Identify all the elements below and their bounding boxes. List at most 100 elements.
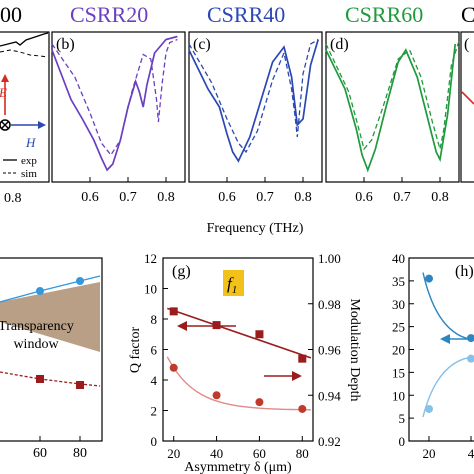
panel-h-yticklabel: 10 [392,388,405,403]
panel-g-xticklabel: 20 [167,446,180,461]
title-partial-left: 00 [0,2,22,27]
panel-h-yticklabel: 15 [392,365,405,380]
panel-e-label: ( [464,36,469,53]
panel-e-partial: ( [460,31,474,183]
panel-g-y2ticklabel: 0.92 [318,434,341,449]
title-partial-right: C [461,2,474,27]
panel-a-frame [0,31,50,183]
panel-h-xticklabel: 4 [468,446,474,461]
panel-g-xticklabel: 80 [296,446,309,461]
modulation-depth-point [169,363,178,372]
panel-d-label: (d) [330,36,349,53]
panel-h-series-upper-point [467,334,474,343]
q-factor-fit-line [167,307,312,359]
q-factor-point [169,307,178,316]
window-text-1: Transparency [0,319,74,334]
panel-f-xticklabel-80: 80 [73,446,87,461]
panel-e-curve [461,91,474,105]
panel-f-xticklabel-60: 60 [33,446,47,461]
panel-h-series-upper-line [422,272,474,341]
panel-d-xticklabel: 0.7 [393,190,411,205]
panel-a-sim-curve [0,49,49,58]
panel-h-series-lower-line [422,356,474,418]
panel-b-label: (b) [56,36,75,53]
arrow-to-md-axis-head [292,371,302,381]
window-text-2: window [13,337,59,352]
panel-a-xtick: 0.8 [4,191,22,206]
panel-f-upper-point-60 [36,287,44,295]
arrow-to-q-axis-head [177,321,187,331]
panel-g-y2label: Modulation Depth [347,298,362,401]
panel-c-label: (c) [193,36,211,53]
panel-g-y2ticklabel: 1.00 [318,251,341,266]
panel-e-frame [460,31,474,183]
frequency-xlabel: Frequency (THz) [207,221,304,236]
panel-g-xlabel: Asymmetry δ (μm) [184,460,292,474]
e-field-arrowhead [1,74,9,82]
panel-g-label: (g) [172,263,191,280]
panel-f: Transparency window 60 80 [0,257,103,461]
modulation-depth-point [298,404,307,413]
panel-d-exp-curve [325,43,457,173]
panel-g-xticklabel: 40 [210,446,223,461]
panel-d-sim-curve [325,40,460,151]
transparency-band [0,282,100,352]
q-factor-point [212,321,221,330]
spectra-panels: (b) 0.6 0.7 0.8 (c) 0.6 0.7 0.8 (d) 0.6 0.7 0.8 [51,31,460,205]
panel-h-series-upper-point [425,274,433,283]
panel-h: (h) 0 5 10 15 20 25 30 35 40 20 4 [392,251,474,461]
panel-d-xticklabel: 0.8 [431,190,449,205]
panel-b-frame [51,31,186,183]
title-csrr40: CSRR40 [207,2,285,27]
panel-g-yticklabel: 12 [144,251,157,266]
panel-c-xticklabel: 0.8 [294,190,312,205]
panel-h-yticklabel: 0 [399,434,406,449]
panel-f-frame [0,257,103,442]
panel-c-xticklabel: 0.7 [256,190,274,205]
panel-b-xticklabel: 0.8 [157,190,175,205]
title-csrr60: CSRR60 [345,2,423,27]
panel-h-xticklabel: 20 [423,446,436,461]
q-factor-point [298,354,307,363]
panel-h-yticklabel: 20 [392,343,405,358]
q-factor-point [255,330,264,339]
legend-sim-label: sim [21,168,37,180]
f1-badge [223,270,244,296]
panel-g-yticklabel: 4 [151,373,158,388]
panel-h-label: (h) [455,263,474,280]
panel-g-yticklabel: 0 [151,434,158,449]
panel-g-yticklabel: 10 [144,282,157,297]
panel-f-lower-point-60 [36,375,44,383]
panel-g-yticklabel: 2 [151,404,158,419]
panel-a-exp-curve [0,32,49,47]
panel-g-yticklabel: 8 [151,312,158,327]
panel-h-yticklabel: 40 [392,251,405,266]
panel-d-frame [325,31,460,183]
panel-h-yticklabel: 25 [392,320,405,335]
panel-f-upper-point-80 [76,277,84,285]
k-vector-cross-2 [1,121,9,129]
f1-badge-text: f1 [227,274,237,296]
h-field-arrowhead [38,121,46,129]
panel-c-exp-curve [188,39,320,163]
panel-h-series-lower-point [425,404,433,413]
panel-c-xticklabel: 0.6 [218,190,236,205]
panel-c-frame [188,31,323,183]
panel-a: E H exp sim 0.8 [0,31,50,206]
modulation-depth-point [255,398,264,407]
legend-exp-label: exp [21,155,37,167]
panel-h-yticklabel: 35 [392,274,405,289]
e-field-label: E [0,85,7,100]
panel-g-xticklabel: 60 [253,446,266,461]
modulation-depth-fit-curve [166,356,311,411]
panel-g-y2ticklabel: 0.96 [318,343,341,358]
panel-g-y2ticklabel: 0.98 [318,297,341,312]
panel-g-yticklabel: 6 [151,343,158,358]
panel-g-y2ticklabel: 0.94 [318,388,341,403]
panel-f-upper-line [0,275,101,303]
panel-b-xticklabel: 0.6 [81,190,99,205]
h-field-label: H [25,135,36,150]
panel-h-yticklabel: 5 [399,411,406,426]
modulation-depth-point [212,391,221,400]
